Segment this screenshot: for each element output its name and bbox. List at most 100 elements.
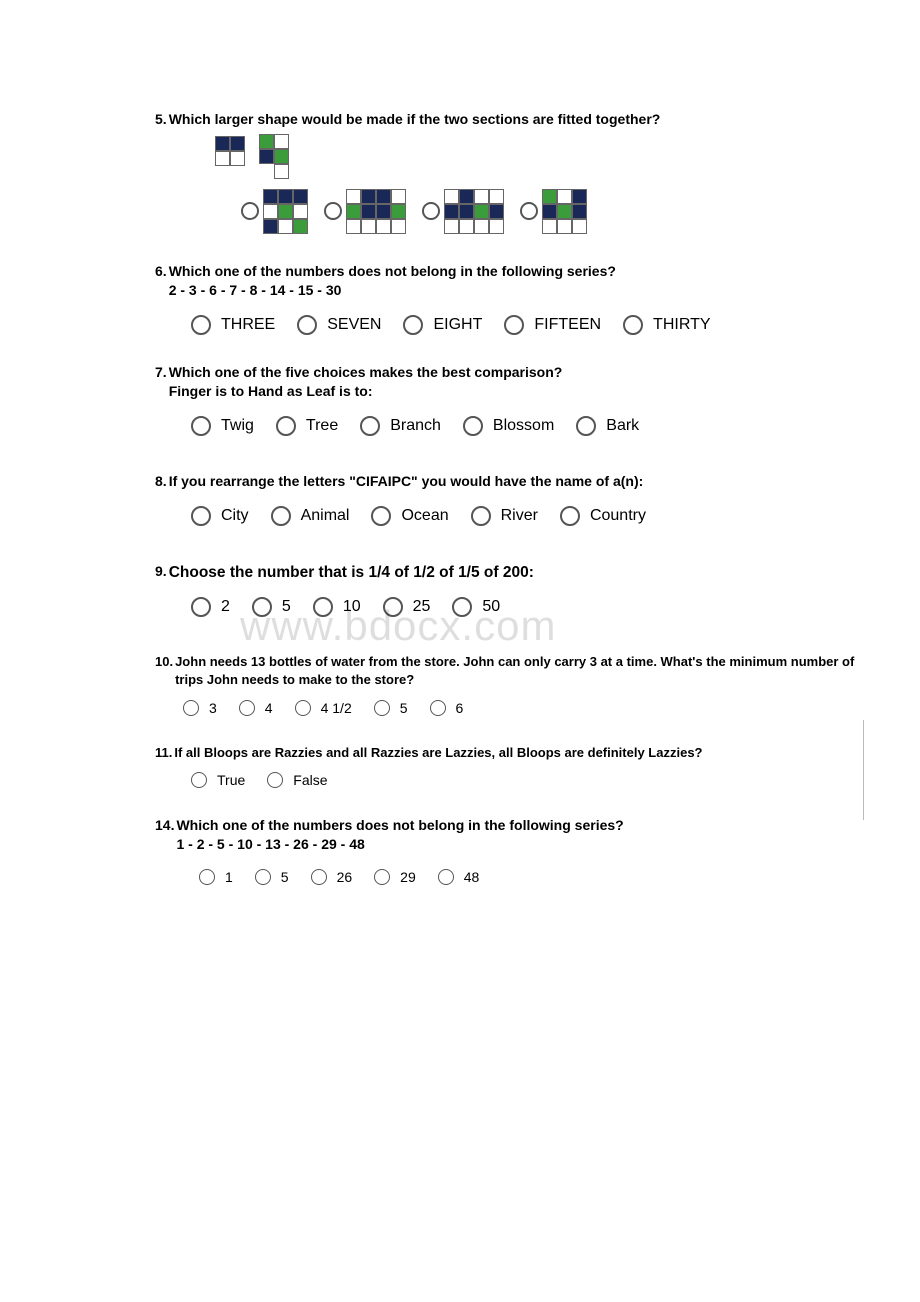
q8-heading: 8. If you rearrange the letters "CIFAIPC… (155, 472, 860, 492)
radio-option[interactable]: True (191, 772, 245, 788)
radio-circle-icon[interactable] (311, 869, 327, 885)
radio-option[interactable]: 2 (191, 597, 230, 617)
radio-circle-icon[interactable] (183, 700, 199, 716)
radio-circle-icon[interactable] (623, 315, 643, 335)
radio-circle-icon[interactable] (360, 416, 380, 436)
radio-circle-icon[interactable] (374, 700, 390, 716)
radio-option[interactable]: 29 (374, 869, 416, 885)
radio-circle-icon[interactable] (267, 772, 283, 788)
radio-option[interactable]: 10 (313, 597, 361, 617)
q11-text: If all Bloops are Razzies and all Razzie… (174, 744, 860, 762)
radio-circle-icon[interactable] (576, 416, 596, 436)
radio-circle-icon[interactable] (452, 597, 472, 617)
radio-option[interactable]: False (267, 772, 327, 788)
radio-circle-icon[interactable] (438, 869, 454, 885)
radio-circle-icon[interactable] (520, 202, 538, 220)
radio-option[interactable]: 5 (252, 597, 291, 617)
radio-option[interactable]: Country (560, 506, 646, 526)
q6-options: THREE SEVEN EIGHT FIFTEEN THIRTY (155, 315, 860, 335)
q9-text: Choose the number that is 1/4 of 1/2 of … (169, 562, 860, 584)
q9-heading: 9. Choose the number that is 1/4 of 1/2 … (155, 562, 860, 584)
option-label: 29 (400, 869, 416, 885)
radio-circle-icon[interactable] (504, 315, 524, 335)
radio-circle-icon[interactable] (463, 416, 483, 436)
radio-option[interactable]: 25 (383, 597, 431, 617)
radio-option[interactable]: Ocean (371, 506, 448, 526)
radio-circle-icon[interactable] (271, 506, 291, 526)
option-label: False (293, 772, 327, 788)
radio-option[interactable]: Blossom (463, 416, 554, 436)
radio-option[interactable]: Animal (271, 506, 350, 526)
radio-circle-icon[interactable] (191, 772, 207, 788)
q5-source-row (215, 136, 860, 179)
radio-circle-icon[interactable] (191, 315, 211, 335)
radio-circle-icon[interactable] (295, 700, 311, 716)
shape-option[interactable] (520, 189, 587, 234)
quiz-page: www.bdocx.com 5. Which larger shape woul… (0, 0, 920, 953)
radio-circle-icon[interactable] (324, 202, 342, 220)
radio-circle-icon[interactable] (255, 869, 271, 885)
radio-option[interactable]: 5 (255, 869, 289, 885)
radio-circle-icon[interactable] (313, 597, 333, 617)
option-label: 6 (456, 700, 464, 716)
radio-option[interactable]: 4 1/2 (295, 700, 352, 716)
radio-circle-icon[interactable] (297, 315, 317, 335)
q7-text: Which one of the five choices makes the … (169, 364, 563, 380)
radio-circle-icon[interactable] (199, 869, 215, 885)
radio-circle-icon[interactable] (252, 597, 272, 617)
q6-number: 6. (155, 262, 167, 301)
shape-option[interactable] (241, 189, 308, 234)
radio-circle-icon[interactable] (430, 700, 446, 716)
radio-circle-icon[interactable] (422, 202, 440, 220)
radio-option[interactable]: Twig (191, 416, 254, 436)
radio-option[interactable]: 5 (374, 700, 408, 716)
q7-heading: 7. Which one of the five choices makes t… (155, 363, 860, 402)
option-label: 50 (482, 598, 500, 616)
radio-circle-icon[interactable] (191, 506, 211, 526)
radio-circle-icon[interactable] (374, 869, 390, 885)
q6-heading: 6. Which one of the numbers does not bel… (155, 262, 860, 301)
radio-option[interactable]: 6 (430, 700, 464, 716)
radio-circle-icon[interactable] (471, 506, 491, 526)
radio-option[interactable]: 50 (452, 597, 500, 617)
radio-option[interactable]: THREE (191, 315, 275, 335)
radio-option[interactable]: 48 (438, 869, 480, 885)
radio-option[interactable]: 26 (311, 869, 353, 885)
radio-option[interactable]: 3 (183, 700, 217, 716)
radio-circle-icon[interactable] (560, 506, 580, 526)
radio-option[interactable]: EIGHT (403, 315, 482, 335)
radio-option[interactable]: City (191, 506, 249, 526)
option-label: 25 (413, 598, 431, 616)
radio-option[interactable]: SEVEN (297, 315, 381, 335)
question-9: 9. Choose the number that is 1/4 of 1/2 … (155, 562, 860, 618)
radio-circle-icon[interactable] (383, 597, 403, 617)
radio-option[interactable]: Bark (576, 416, 639, 436)
radio-option[interactable]: Branch (360, 416, 441, 436)
question-14: 14. Which one of the numbers does not be… (155, 816, 860, 885)
radio-option[interactable]: River (471, 506, 538, 526)
radio-option[interactable]: THIRTY (623, 315, 710, 335)
radio-option[interactable]: 1 (199, 869, 233, 885)
option-label: Bark (606, 417, 639, 435)
radio-circle-icon[interactable] (191, 416, 211, 436)
radio-option[interactable]: 4 (239, 700, 273, 716)
radio-circle-icon[interactable] (276, 416, 296, 436)
q9-options: 25102550 (155, 597, 860, 617)
radio-circle-icon[interactable] (239, 700, 255, 716)
radio-option[interactable]: FIFTEEN (504, 315, 601, 335)
option-label: 5 (282, 598, 291, 616)
q14-number: 14. (155, 816, 174, 855)
option-label: Twig (221, 417, 254, 435)
q7-options: Twig Tree Branch Blossom Bark (155, 416, 860, 436)
q10-number: 10. (155, 653, 173, 689)
radio-option[interactable]: Tree (276, 416, 338, 436)
radio-circle-icon[interactable] (191, 597, 211, 617)
radio-circle-icon[interactable] (403, 315, 423, 335)
radio-circle-icon[interactable] (241, 202, 259, 220)
q8-number: 8. (155, 472, 167, 492)
shape-option[interactable] (324, 189, 406, 234)
option-label: 4 (265, 700, 273, 716)
shape-option[interactable] (422, 189, 504, 234)
q8-text: If you rearrange the letters "CIFAIPC" y… (169, 472, 860, 492)
radio-circle-icon[interactable] (371, 506, 391, 526)
